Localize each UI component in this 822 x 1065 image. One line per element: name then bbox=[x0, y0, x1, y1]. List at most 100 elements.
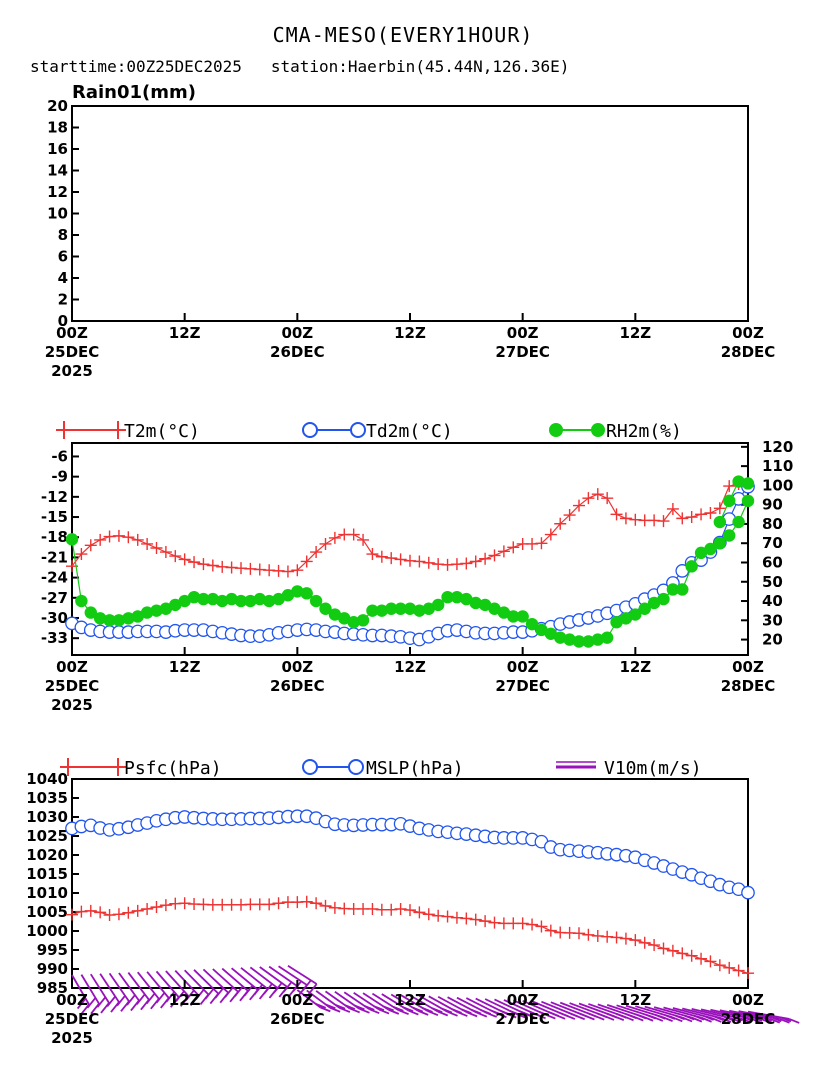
psfc-point bbox=[103, 909, 116, 922]
wind-barb bbox=[390, 993, 429, 1016]
x-tick-date: 26DEC bbox=[270, 1010, 325, 1028]
wind-barb-flag bbox=[587, 1012, 598, 1018]
x-tick-label: 00Z bbox=[507, 991, 539, 1009]
legend-t2m-label: T2m(°C) bbox=[124, 421, 200, 442]
psfc-point bbox=[141, 902, 154, 915]
t2m-point bbox=[291, 564, 304, 577]
wind-barb-flag bbox=[769, 1017, 781, 1024]
y-tick-label-right: 120 bbox=[762, 438, 793, 456]
wind-barb-flag bbox=[490, 1009, 501, 1016]
rh2m-point bbox=[112, 614, 126, 627]
t2m-point bbox=[676, 512, 689, 525]
t2m-point bbox=[723, 480, 736, 493]
wind-barb bbox=[644, 1005, 693, 1023]
wind-barb-staff bbox=[99, 973, 120, 1003]
psfc-point bbox=[366, 902, 379, 915]
rh2m-point bbox=[93, 612, 107, 625]
y-tick-label: 18 bbox=[47, 119, 68, 137]
t2m-point bbox=[178, 553, 191, 566]
rh2m-point bbox=[385, 602, 398, 615]
wind-barb-staff bbox=[259, 966, 288, 988]
wind-barb-flag bbox=[509, 1009, 521, 1016]
wind-barb-flag bbox=[499, 1009, 511, 1016]
wind-barb-staff bbox=[118, 972, 140, 1002]
psfc-point bbox=[310, 897, 323, 910]
y-tick-label-right: 90 bbox=[762, 496, 783, 514]
rh2m-point bbox=[159, 602, 173, 615]
wind-barb-flag bbox=[730, 1017, 742, 1024]
wind-barb-staff bbox=[193, 969, 219, 995]
psfc-point bbox=[150, 901, 163, 914]
psfc-point bbox=[619, 932, 632, 945]
wind-barb-flag bbox=[741, 1015, 753, 1022]
t2m-point bbox=[357, 533, 370, 546]
rh2m-point bbox=[610, 616, 623, 629]
wind-barb-flag bbox=[96, 996, 107, 1008]
x-tick-date: 27DEC bbox=[495, 1010, 550, 1028]
psfc-point bbox=[516, 917, 529, 930]
psfc-point bbox=[404, 904, 416, 917]
rh2m-point bbox=[460, 592, 473, 606]
y-tick-label: 6 bbox=[58, 248, 68, 266]
rh2m-point bbox=[328, 608, 342, 621]
psfc-point bbox=[66, 908, 78, 921]
wind-barb-flag bbox=[711, 1017, 722, 1023]
wind-barb-flag bbox=[740, 1017, 751, 1024]
rh2m-point bbox=[713, 537, 727, 550]
t2m-point bbox=[300, 555, 313, 568]
t2m-point bbox=[310, 546, 323, 559]
x-tick-date: 25DEC bbox=[45, 677, 100, 695]
wind-barb-staff bbox=[249, 966, 279, 989]
legend-rh2m: RH2m(%) bbox=[549, 421, 682, 442]
y-tick-label: 1020 bbox=[26, 846, 68, 864]
rh2m-point bbox=[497, 606, 511, 619]
wind-barb-staff bbox=[240, 967, 269, 990]
t2m-point bbox=[507, 541, 520, 554]
wind-barb bbox=[550, 1001, 595, 1021]
x-tick-label: 00Z bbox=[56, 324, 88, 342]
rh2m-point bbox=[685, 560, 698, 573]
wind-barb bbox=[400, 994, 439, 1017]
rh2m-point bbox=[572, 635, 586, 648]
wind-barb-flag bbox=[378, 1008, 390, 1015]
wind-barb-flag bbox=[136, 993, 146, 1005]
wind-barb-flag bbox=[751, 1016, 763, 1022]
temp-plot-frame bbox=[71, 442, 749, 656]
psfc-point bbox=[526, 918, 539, 931]
rh2m-point bbox=[676, 583, 689, 596]
rh2m-point bbox=[516, 610, 529, 623]
x-tick-date: 25DEC bbox=[45, 1010, 100, 1028]
wind-barb-staff bbox=[108, 972, 130, 1002]
x-tick-year: 2025 bbox=[51, 1029, 93, 1047]
wind-barb bbox=[324, 990, 360, 1014]
rh2m-point bbox=[338, 612, 351, 625]
rh2m-point bbox=[253, 592, 266, 606]
wind-barb bbox=[578, 1002, 625, 1021]
y-tick-label: 8 bbox=[58, 226, 68, 244]
t2m-point bbox=[704, 506, 717, 519]
wind-barb bbox=[569, 1002, 615, 1021]
rh2m-tail-point bbox=[732, 475, 745, 488]
pressure-series bbox=[65, 809, 755, 980]
t2m-point bbox=[281, 565, 294, 578]
wind-barb-flag bbox=[759, 1017, 771, 1024]
x-tick-date: 28DEC bbox=[721, 677, 776, 695]
rh2m-point bbox=[704, 542, 717, 556]
legend-mslp: MSLP(hPa) bbox=[302, 758, 464, 779]
wind-barb bbox=[747, 1010, 800, 1024]
wind-barb-flag bbox=[155, 992, 166, 1004]
wind-barb-flag bbox=[388, 1009, 400, 1015]
wind-barb-flag bbox=[470, 1008, 482, 1015]
rh2m-point bbox=[478, 598, 492, 612]
psfc-point bbox=[479, 915, 492, 928]
psfc-point bbox=[469, 913, 482, 926]
wind-barb-flag bbox=[302, 979, 312, 991]
rh2m-point bbox=[178, 594, 191, 608]
psfc-point bbox=[704, 955, 717, 968]
wind-barb bbox=[343, 991, 380, 1015]
psfc-point bbox=[657, 942, 670, 955]
wind-barb bbox=[616, 1004, 664, 1022]
wind-barb-flag bbox=[558, 1011, 569, 1018]
wind-barb-flag bbox=[538, 1010, 550, 1017]
